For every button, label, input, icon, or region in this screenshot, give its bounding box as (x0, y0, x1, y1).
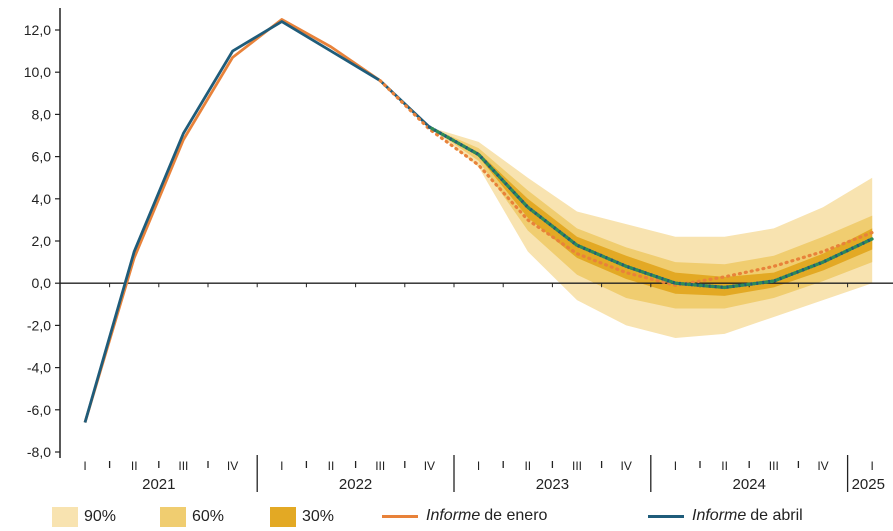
quarter-label: III (375, 459, 385, 473)
y-tick-label: 12,0 (24, 22, 51, 38)
legend-label-60: 60% (192, 508, 225, 525)
quarter-label: IV (621, 459, 632, 473)
quarter-label: III (769, 459, 779, 473)
quarter-label: IV (424, 459, 435, 473)
legend-label-90: 90% (84, 508, 117, 525)
legend-swatch-30 (270, 507, 296, 527)
quarter-label: II (328, 459, 335, 473)
y-tick-label: 2,0 (32, 233, 52, 249)
quarter-label: I (280, 459, 283, 473)
year-label: 2024 (733, 476, 766, 493)
quarter-label: I (477, 459, 480, 473)
legend-item-90: 90% (52, 507, 116, 527)
legend-item-abril: Informe de abril (648, 507, 803, 525)
chart-area: 12,0 10,0 8,0 6,0 4,0 2,0 0,0 -2,0 -4,0 -6,0 -8,0 I… (24, 8, 893, 493)
year-label: 2021 (142, 476, 175, 493)
legend-swatch-90 (52, 507, 78, 527)
quarter-label: I (674, 459, 677, 473)
legend-label-abril: de abril (750, 507, 803, 524)
quarter-label: III (572, 459, 582, 473)
legend-label-enero-italic: Informe (426, 507, 481, 524)
legend-item-60: 60% (160, 507, 224, 527)
year-label: 2025 (852, 476, 885, 493)
legend-label-enero: de enero (484, 507, 548, 524)
legend-swatch-60 (160, 507, 186, 527)
legend-item-enero: Informe de enero (382, 507, 547, 525)
quarter-label: IV (817, 459, 828, 473)
quarter-label: III (178, 459, 188, 473)
legend-label-30: 30% (302, 508, 335, 525)
quarter-label: I (83, 459, 86, 473)
y-tick-label: 4,0 (32, 191, 52, 207)
fan-band-60 (429, 127, 873, 309)
projection-line-enero (378, 79, 874, 287)
legend-item-30: 30% (270, 507, 334, 527)
legend-label-abril-italic: Informe (692, 507, 747, 524)
y-tick-label: 0,0 (32, 275, 52, 291)
legend: 90% 60% 30% Informe de enero Informe de … (0, 505, 893, 531)
y-tick-label: 10,0 (24, 64, 51, 80)
legend-line-abril (648, 514, 684, 518)
fan-band-90 (429, 127, 873, 339)
quarter-label: II (524, 459, 531, 473)
series-line-enero (83, 18, 381, 423)
year-label: 2023 (536, 476, 569, 493)
legend-line-enero (382, 514, 418, 518)
quarter-label: I (871, 459, 874, 473)
year-label: 2022 (339, 476, 372, 493)
y-tick-label: 6,0 (32, 149, 52, 165)
y-tick-label: 8,0 (32, 106, 52, 122)
quarter-label: II (721, 459, 728, 473)
y-tick-label: -8,0 (27, 444, 51, 460)
projection-line-abril-alt (427, 125, 874, 290)
y-tick-label: -4,0 (27, 360, 51, 376)
quarter-label: II (131, 459, 138, 473)
y-tick-label: -2,0 (27, 317, 51, 333)
series-line-abril (83, 20, 431, 423)
y-tick-label: -6,0 (27, 402, 51, 418)
quarter-label: IV (227, 459, 238, 473)
